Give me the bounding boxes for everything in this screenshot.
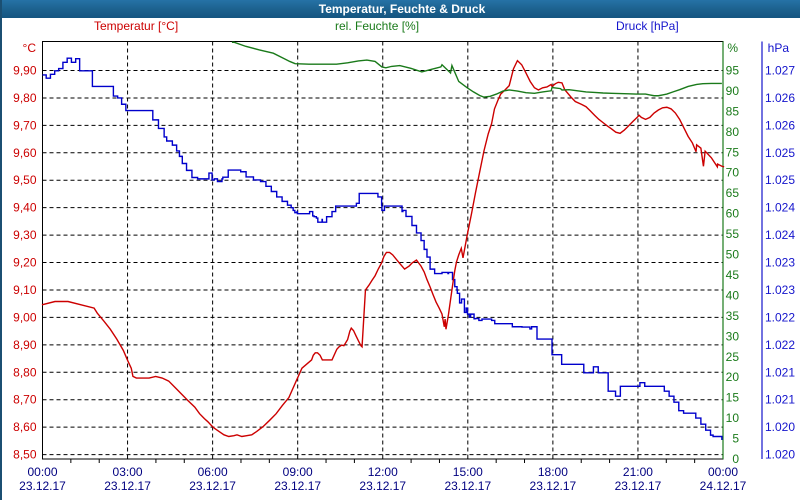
svg-text:09:00: 09:00 [283,465,313,479]
svg-text:8,70: 8,70 [13,393,37,407]
svg-text:10: 10 [726,411,740,425]
svg-text:23.12.17: 23.12.17 [104,479,151,493]
svg-text:85: 85 [726,104,740,118]
svg-text:95: 95 [726,64,740,78]
svg-text:5: 5 [732,432,739,446]
svg-text:%: % [727,41,738,55]
svg-text:1.025: 1.025 [765,173,795,187]
svg-text:1.020: 1.020 [765,448,795,462]
svg-text:1.023: 1.023 [765,283,795,297]
svg-text:1.025: 1.025 [765,146,795,160]
svg-text:1.020: 1.020 [765,420,795,434]
svg-text:65: 65 [726,186,740,200]
svg-text:70: 70 [726,166,740,180]
svg-text:8,60: 8,60 [13,420,37,434]
svg-text:°C: °C [23,41,37,55]
svg-text:8,90: 8,90 [13,338,37,352]
svg-text:1.023: 1.023 [765,256,795,270]
svg-text:23.12.17: 23.12.17 [274,479,321,493]
svg-text:1.021: 1.021 [765,393,795,407]
svg-text:0: 0 [732,452,739,466]
svg-text:9,80: 9,80 [13,91,37,105]
svg-text:9,20: 9,20 [13,256,37,270]
svg-text:9,00: 9,00 [13,310,37,324]
svg-text:35: 35 [726,309,740,323]
svg-text:8,50: 8,50 [13,448,37,462]
svg-text:00:00: 00:00 [27,465,57,479]
svg-text:50: 50 [726,248,740,262]
svg-text:80: 80 [726,125,740,139]
svg-text:18:00: 18:00 [538,465,568,479]
svg-text:75: 75 [726,145,740,159]
svg-text:9,30: 9,30 [13,228,37,242]
svg-text:hPa: hPa [768,41,790,55]
svg-text:25: 25 [726,350,740,364]
svg-text:23.12.17: 23.12.17 [444,479,491,493]
svg-text:20: 20 [726,370,740,384]
svg-text:23.12.17: 23.12.17 [359,479,406,493]
svg-text:24.12.17: 24.12.17 [700,479,747,493]
svg-text:03:00: 03:00 [113,465,143,479]
svg-text:1.024: 1.024 [765,201,795,215]
svg-text:1.027: 1.027 [765,64,795,78]
svg-text:9,10: 9,10 [13,283,37,297]
svg-text:45: 45 [726,268,740,282]
svg-text:60: 60 [726,207,740,221]
svg-text:1.026: 1.026 [765,91,795,105]
svg-text:55: 55 [726,227,740,241]
svg-text:8,80: 8,80 [13,365,37,379]
svg-text:9,70: 9,70 [13,118,37,132]
svg-text:1.022: 1.022 [765,310,795,324]
svg-text:21:00: 21:00 [623,465,653,479]
svg-text:1.026: 1.026 [765,118,795,132]
svg-text:00:00: 00:00 [708,465,738,479]
svg-text:23.12.17: 23.12.17 [615,479,662,493]
svg-text:9,60: 9,60 [13,146,37,160]
svg-text:1.022: 1.022 [765,338,795,352]
svg-text:23.12.17: 23.12.17 [189,479,236,493]
svg-text:23.12.17: 23.12.17 [530,479,577,493]
svg-text:15: 15 [726,391,740,405]
svg-text:9,50: 9,50 [13,173,37,187]
svg-text:15:00: 15:00 [453,465,483,479]
svg-text:9,40: 9,40 [13,201,37,215]
svg-text:40: 40 [726,288,740,302]
svg-text:9,90: 9,90 [13,64,37,78]
svg-text:23.12.17: 23.12.17 [19,479,66,493]
svg-text:30: 30 [726,329,740,343]
svg-text:1.021: 1.021 [765,365,795,379]
svg-text:06:00: 06:00 [198,465,228,479]
svg-text:1.024: 1.024 [765,228,795,242]
svg-text:12:00: 12:00 [368,465,398,479]
svg-text:90: 90 [726,84,740,98]
